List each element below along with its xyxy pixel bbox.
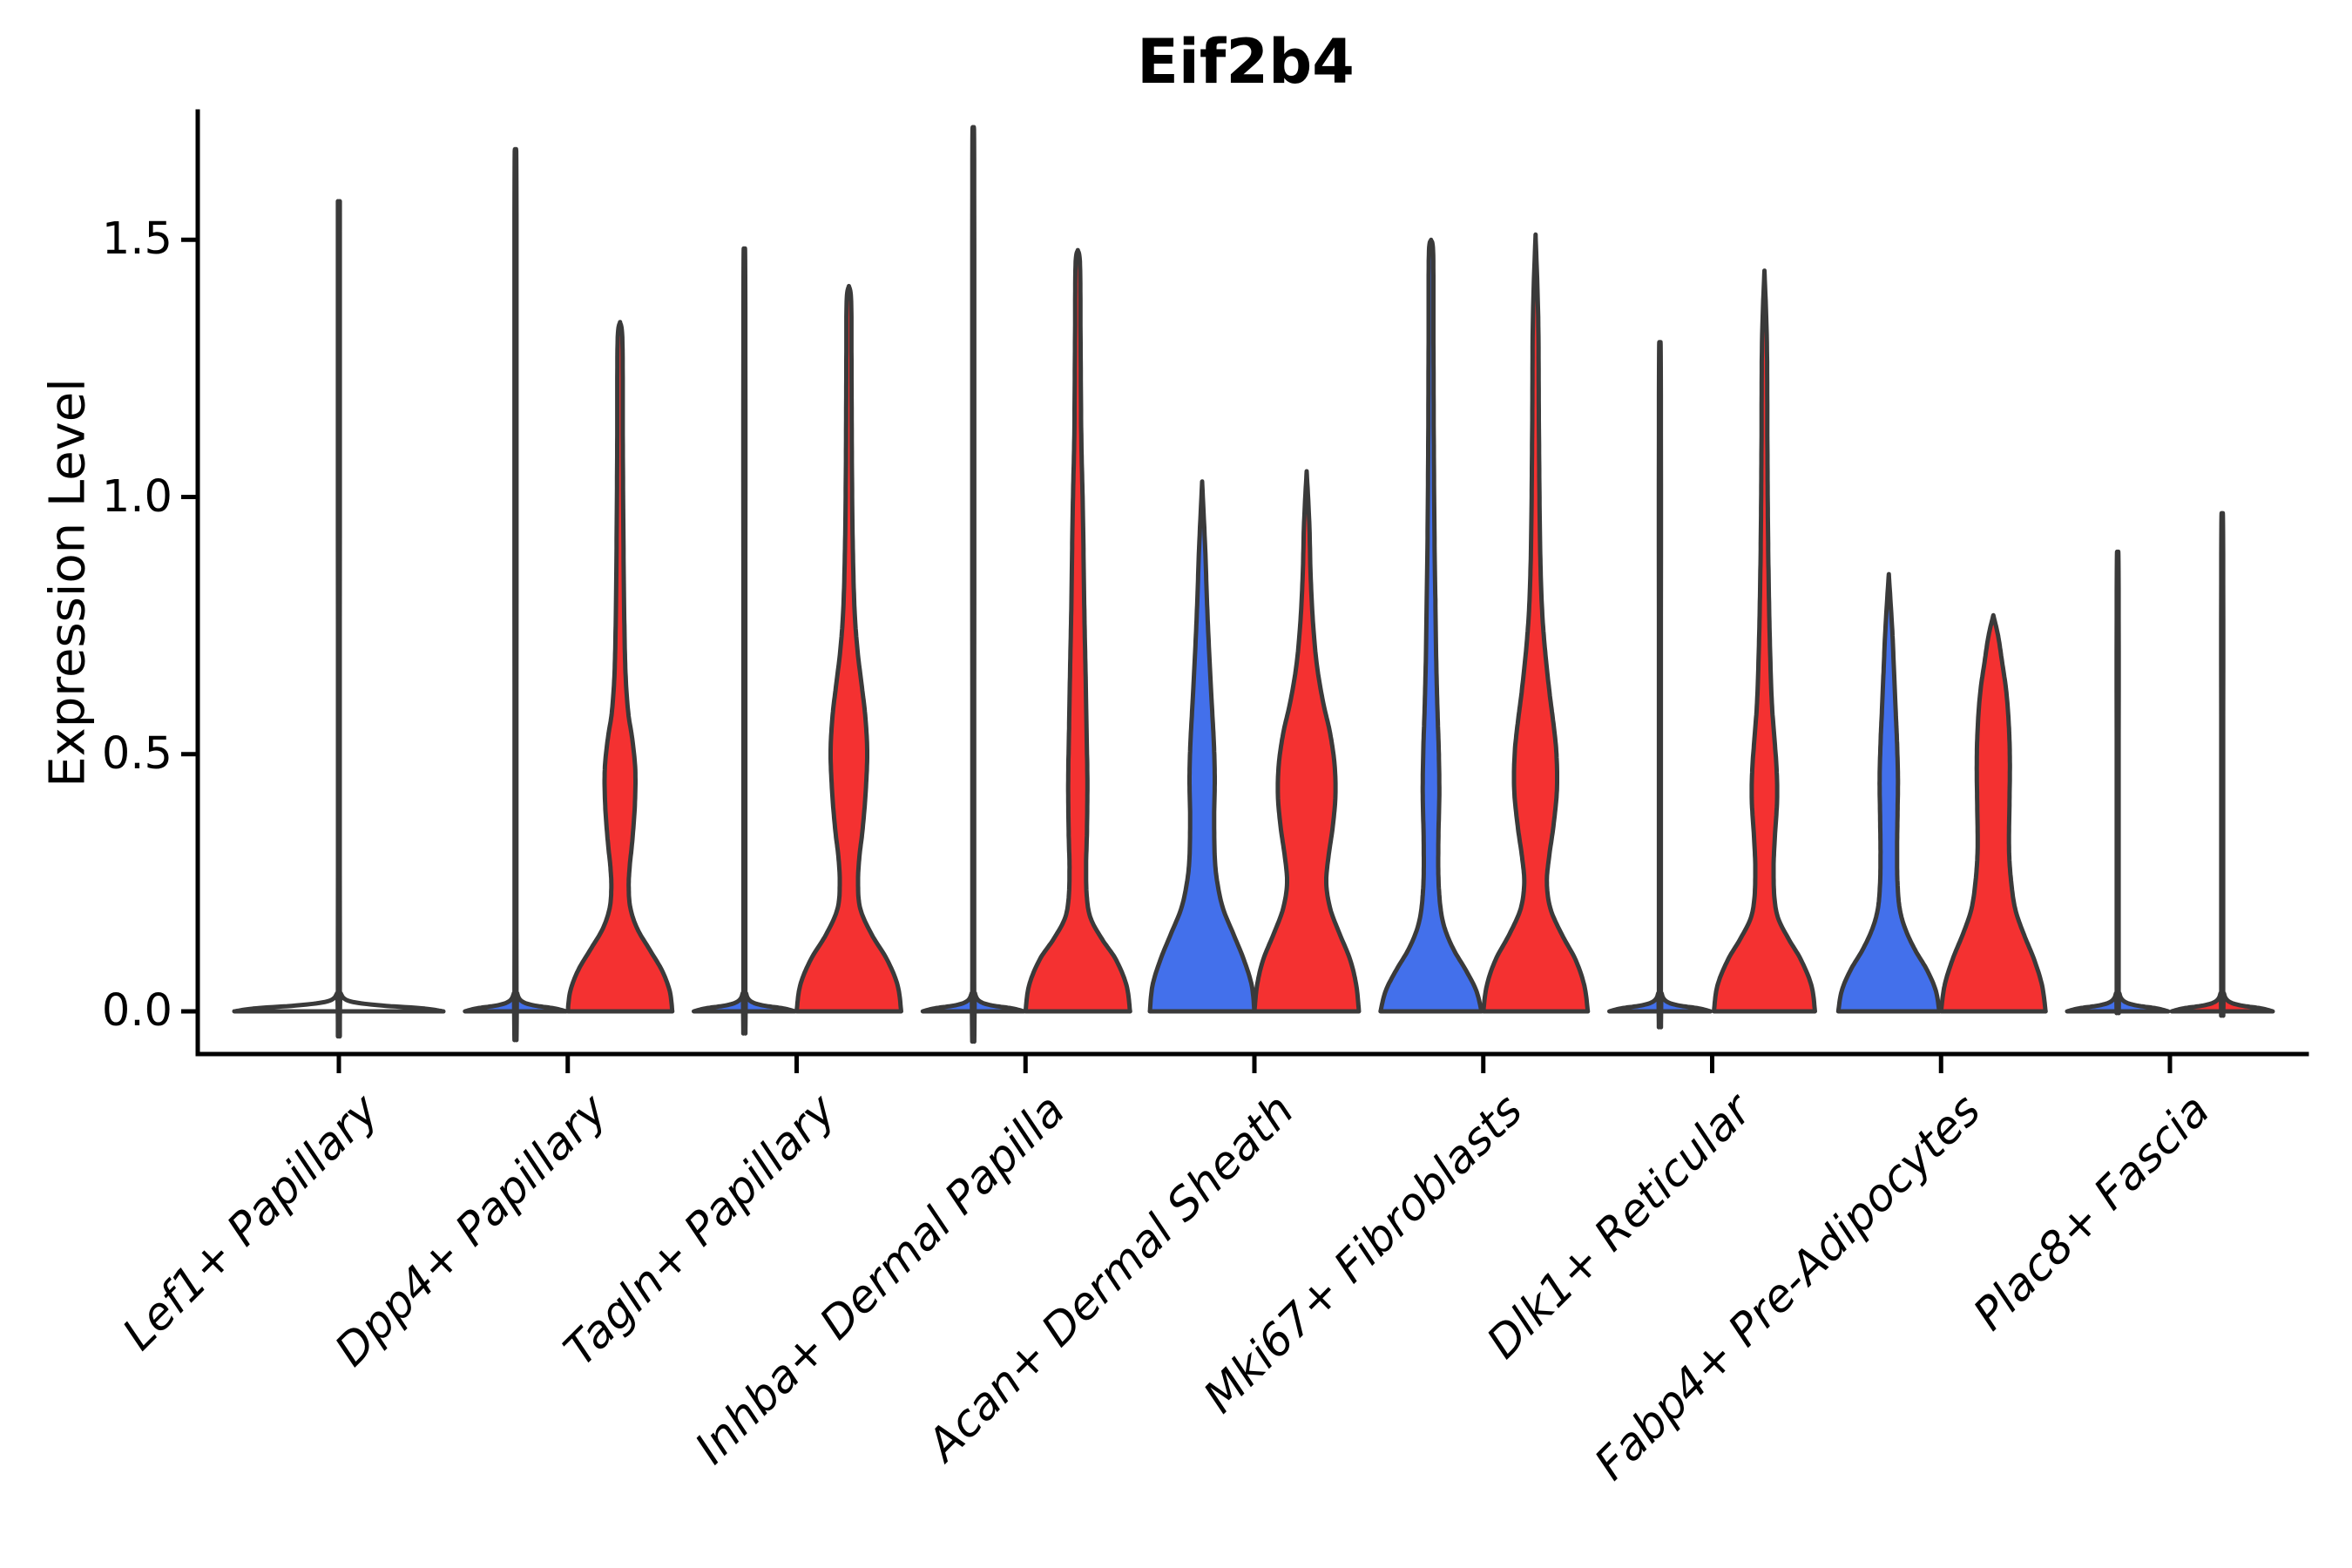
violin-dpp4-papillary-left [463, 146, 569, 1043]
violin-tagln-papillary-right [794, 283, 903, 1014]
axes-spines [195, 109, 2309, 1057]
violin-plac8-fascia-left [2065, 549, 2171, 1016]
violin-tagln-papillary-left [692, 246, 797, 1036]
violin-plac8-fascia-right [2169, 510, 2275, 1018]
y-tick-label-1.0: 1.0 [101, 470, 172, 523]
y-axis-label: Expression Level [39, 378, 97, 787]
violin-acan-dermal-sheath-left [1147, 479, 1257, 1014]
violin-lef1-papillary [232, 199, 446, 1039]
y-tick-label-0.0: 0.0 [101, 985, 172, 1037]
violin-mki67-fibroblasts-right [1481, 232, 1591, 1014]
violin-dlk1-reticular-left [1607, 340, 1713, 1030]
violin-mki67-fibroblasts-left [1378, 237, 1484, 1014]
violin-acan-dermal-sheath-right [1252, 469, 1362, 1014]
chart-title: Eif2b4 [1137, 26, 1355, 98]
violin-fabp4-pre-adipocytes-right [1938, 612, 2048, 1014]
violin-fabp4-pre-adipocytes-left [1835, 571, 1942, 1014]
violin-inhba-dermal-papilla-left [920, 125, 1026, 1044]
violin-dpp4-papillary-right [565, 320, 675, 1014]
y-tick-label-1.5: 1.5 [101, 213, 172, 266]
y-tick-label-0.5: 0.5 [101, 727, 172, 780]
violin-inhba-dermal-papilla-right [1023, 247, 1132, 1014]
violin-dlk1-reticular-right [1712, 268, 1817, 1014]
